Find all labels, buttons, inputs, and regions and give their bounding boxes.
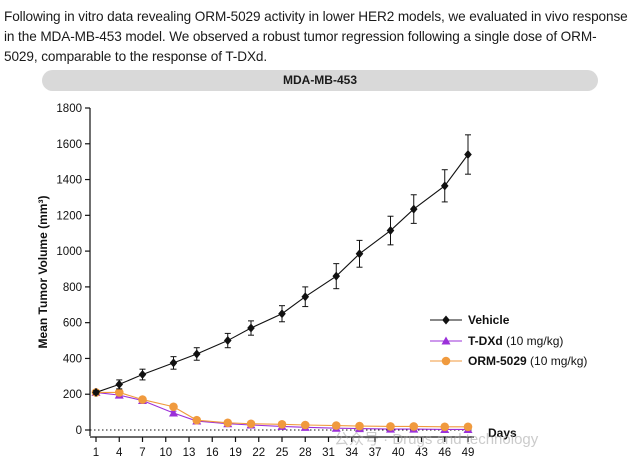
- data-point-tdxd: [169, 408, 178, 417]
- intro-paragraph: Following in vitro data revealing ORM-50…: [4, 9, 628, 64]
- legend-dose: (10 mg/kg): [527, 354, 588, 368]
- x-tick-label: 10: [159, 447, 172, 459]
- data-point-orm5029: [246, 419, 256, 429]
- legend-series-name: ORM-5029: [468, 354, 527, 368]
- data-point-tdxd: [441, 336, 451, 345]
- x-tick-label: 1: [93, 447, 99, 459]
- y-axis-label: Mean Tumor Volume (mm³): [36, 196, 50, 349]
- data-point-vehicle: [442, 315, 450, 325]
- data-point-orm5029: [169, 402, 178, 412]
- y-tick-label: 200: [63, 389, 82, 401]
- x-tick-label: 16: [206, 447, 219, 459]
- data-point-vehicle: [355, 249, 364, 259]
- x-tick-label: 22: [252, 447, 265, 459]
- data-point-vehicle: [92, 387, 100, 397]
- data-point-orm5029: [386, 422, 395, 431]
- data-point-orm5029: [441, 356, 451, 366]
- data-point-orm5029: [440, 422, 450, 432]
- legend-label: Vehicle: [468, 313, 510, 327]
- series-orm-5029: [91, 388, 473, 432]
- legend-series-name: T-DXd: [468, 334, 503, 348]
- x-tick-label: 40: [392, 447, 405, 459]
- data-point-orm5029: [192, 415, 202, 425]
- y-tick-label: 600: [63, 318, 82, 330]
- chart-title-banner: MDA-MB-453: [42, 70, 598, 91]
- data-point-orm5029: [300, 420, 310, 430]
- data-point-orm5029: [138, 395, 147, 404]
- data-point-orm5029: [331, 421, 341, 430]
- x-tick-label: 7: [139, 447, 145, 459]
- legend-label: T-DXd (10 mg/kg): [468, 334, 563, 348]
- data-point-vehicle: [138, 370, 147, 380]
- x-tick-label: 43: [415, 447, 428, 459]
- data-point-orm5029: [277, 419, 287, 429]
- y-tick-label: 1200: [56, 210, 82, 222]
- x-tick-label: 19: [229, 447, 242, 459]
- series-layer: [91, 134, 473, 433]
- data-point-orm5029: [409, 422, 419, 431]
- data-point-vehicle: [409, 204, 418, 214]
- x-tick-label: 37: [369, 447, 382, 459]
- data-point-vehicle: [192, 349, 201, 359]
- data-point-vehicle: [386, 226, 395, 236]
- y-tick-label: 1600: [56, 139, 82, 151]
- y-tick-label: 400: [63, 353, 82, 365]
- data-point-vehicle: [464, 150, 472, 160]
- data-point-orm5029: [463, 422, 473, 432]
- y-tick-label: 800: [63, 282, 82, 294]
- data-point-orm5029: [355, 421, 364, 431]
- legend-series-name: Vehicle: [468, 313, 510, 327]
- x-tick-label: 31: [322, 447, 335, 459]
- y-tick-label: 1000: [56, 246, 82, 258]
- x-tick-label: 49: [462, 447, 475, 459]
- y-tick-label: 1800: [56, 103, 82, 115]
- x-tick-label: 25: [276, 447, 289, 459]
- legend-dose: (10 mg/kg): [503, 334, 564, 348]
- legend-label: ORM-5029 (10 mg/kg): [468, 354, 587, 368]
- data-point-vehicle: [332, 271, 341, 281]
- series-vehicle: [92, 134, 472, 397]
- data-point-vehicle: [301, 292, 310, 302]
- y-tick-label: 1400: [56, 175, 82, 187]
- x-tick-label: 13: [183, 447, 196, 459]
- x-tick-label: 46: [438, 447, 451, 459]
- x-tick-label: 4: [116, 447, 123, 459]
- axes: 0 200 400 600 800 1000 1200 1400 1600 1800 1 4 7 10 13…: [56, 103, 474, 459]
- data-point-vehicle: [169, 358, 178, 368]
- y-tick-label: 0: [76, 425, 82, 437]
- series-line: [95, 154, 469, 393]
- x-tick-label: 34: [345, 447, 358, 459]
- x-tick-label: 28: [299, 447, 312, 459]
- data-point-vehicle: [440, 181, 449, 191]
- data-point-orm5029: [114, 388, 124, 397]
- data-point-vehicle: [247, 323, 255, 333]
- x-axis-label: Days: [488, 426, 517, 440]
- watermark: 公众号 · Drugs and technology: [334, 431, 539, 448]
- data-point-vehicle: [115, 379, 124, 389]
- data-point-vehicle: [278, 309, 286, 319]
- data-point-orm5029: [223, 418, 233, 428]
- data-point-vehicle: [223, 336, 232, 346]
